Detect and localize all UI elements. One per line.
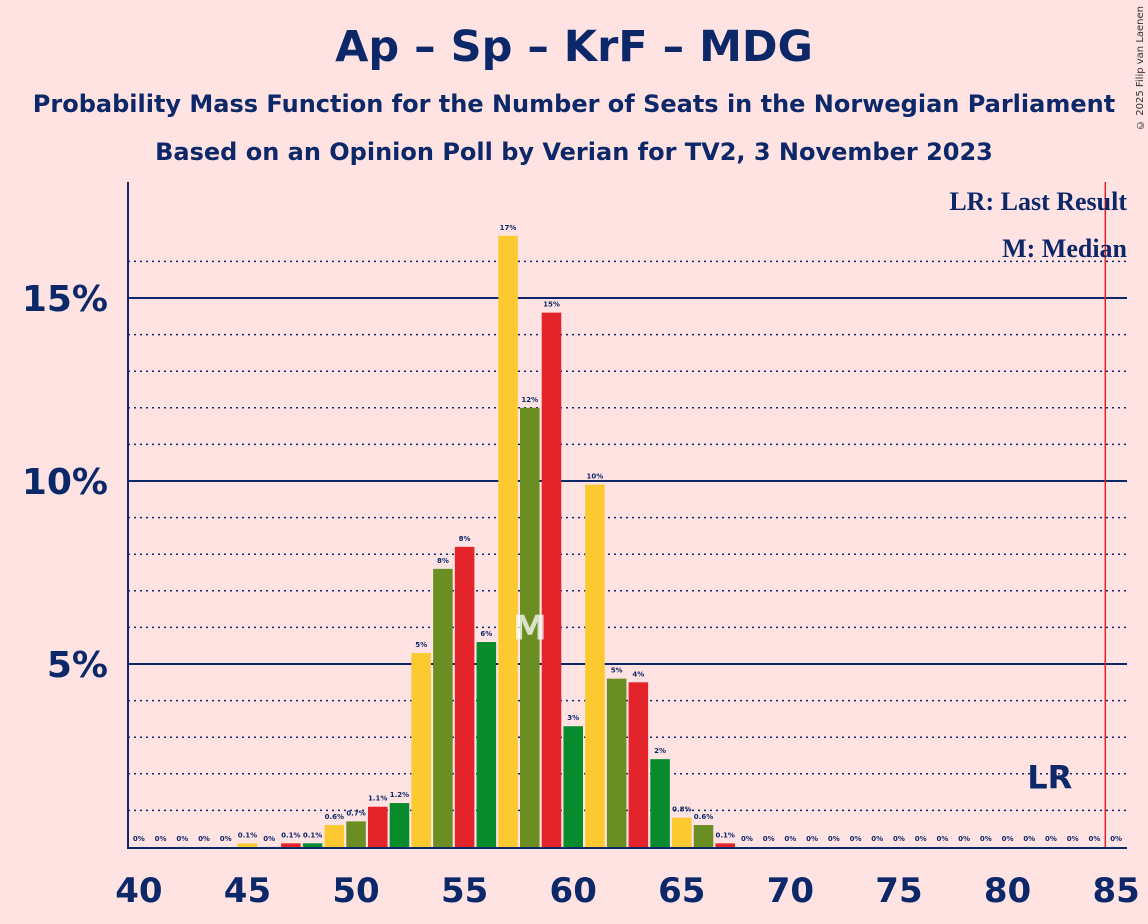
bar — [606, 678, 627, 847]
bar — [324, 825, 345, 847]
data-label: 0% — [936, 835, 948, 843]
data-label: 0% — [741, 835, 753, 843]
x-tick-label: 80 — [984, 871, 1031, 911]
bar — [519, 407, 540, 847]
data-label: 0.7% — [346, 809, 365, 817]
data-label: 0% — [828, 835, 840, 843]
x-tick-label: 60 — [550, 871, 597, 911]
x-tick-label: 45 — [224, 871, 271, 911]
data-label: 0% — [133, 835, 145, 843]
data-label: 0% — [806, 835, 818, 843]
data-label: 0% — [893, 835, 905, 843]
bar — [672, 817, 692, 847]
data-label: 5% — [415, 641, 427, 649]
data-label: 0.1% — [303, 831, 322, 839]
data-label: 0.6% — [694, 813, 713, 821]
bar — [585, 484, 605, 847]
bar — [367, 806, 388, 847]
data-label: 0% — [1023, 835, 1035, 843]
x-tick-label: 55 — [441, 871, 488, 911]
data-label: 2% — [654, 747, 666, 755]
data-label: 0% — [1110, 835, 1122, 843]
bar — [389, 803, 410, 847]
bar — [628, 682, 649, 847]
bar — [411, 653, 431, 847]
data-label: 1.1% — [368, 795, 387, 803]
data-label: 0.1% — [716, 831, 735, 839]
bar — [302, 843, 323, 847]
bar — [541, 312, 562, 847]
data-label: 0% — [915, 835, 927, 843]
bar — [281, 843, 301, 847]
y-tick-label: 10% — [22, 462, 108, 503]
bar — [433, 568, 453, 847]
bar — [715, 843, 736, 847]
data-label: 0.6% — [325, 813, 344, 821]
legend-entry: LR: Last Result — [949, 187, 1127, 216]
data-label: 0% — [958, 835, 970, 843]
data-label: 0% — [220, 835, 232, 843]
last-result-label: LR — [1027, 758, 1072, 796]
data-label: 0% — [1002, 835, 1014, 843]
data-label: 0.8% — [672, 806, 691, 814]
data-label: 12% — [521, 396, 538, 404]
data-label: 17% — [500, 224, 517, 232]
data-label: 0% — [871, 835, 883, 843]
data-label: 0.1% — [281, 831, 300, 839]
bar — [650, 759, 670, 847]
chart-source-line: Based on an Opinion Poll by Verian for T… — [155, 138, 993, 166]
legend-entry: M: Median — [1002, 234, 1127, 263]
data-label: 8% — [437, 557, 449, 565]
data-label: 1.2% — [390, 791, 409, 799]
bar — [563, 726, 583, 847]
data-label: 0.1% — [238, 831, 257, 839]
chart-title: Ap – Sp – KrF – MDG — [335, 22, 813, 72]
data-label: 4% — [632, 670, 644, 678]
bar — [237, 843, 258, 847]
data-label: 0% — [155, 835, 167, 843]
data-label: 10% — [587, 473, 604, 481]
data-label: 0% — [263, 835, 275, 843]
y-tick-label: 5% — [47, 645, 108, 686]
data-label: 0% — [1045, 835, 1057, 843]
bar — [693, 825, 714, 847]
data-label: 8% — [459, 535, 471, 543]
x-tick-label: 65 — [658, 871, 705, 911]
y-tick-label: 15% — [22, 279, 108, 320]
x-tick-label: 85 — [1092, 871, 1139, 911]
data-label: 0% — [980, 835, 992, 843]
data-label: 15% — [543, 301, 560, 309]
data-label: 5% — [611, 667, 623, 675]
data-label: 6% — [480, 630, 492, 638]
data-label: 0% — [1088, 835, 1100, 843]
data-label: 0% — [850, 835, 862, 843]
x-tick-label: 75 — [875, 871, 922, 911]
data-label: 0% — [763, 835, 775, 843]
bar — [498, 235, 518, 847]
data-label: 3% — [567, 714, 579, 722]
x-tick-label: 70 — [767, 871, 814, 911]
median-marker: M — [513, 608, 547, 648]
chart-subtitle: Probability Mass Function for the Number… — [32, 90, 1116, 118]
x-tick-label: 40 — [115, 871, 162, 911]
data-label: 0% — [1067, 835, 1079, 843]
bar — [454, 546, 475, 847]
x-tick-label: 50 — [332, 871, 379, 911]
data-label: 0% — [198, 835, 210, 843]
data-label: 0% — [784, 835, 796, 843]
bar — [476, 642, 497, 847]
data-label: 0% — [176, 835, 188, 843]
bar — [346, 821, 366, 847]
